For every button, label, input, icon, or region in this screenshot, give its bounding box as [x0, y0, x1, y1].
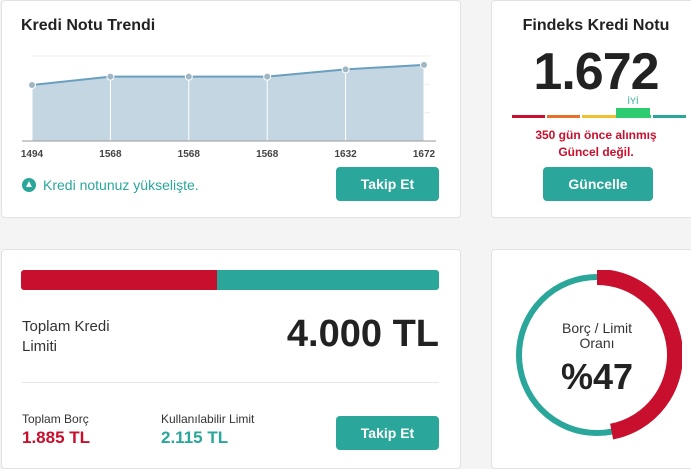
- ratio-value: %47: [560, 356, 634, 397]
- trend-point: [263, 72, 272, 81]
- trend-follow-button[interactable]: Takip Et: [336, 167, 439, 201]
- x-tick-label: 1568: [178, 149, 201, 160]
- score-scale-segment: [512, 115, 546, 118]
- trend-point: [28, 81, 36, 90]
- trend-chart: 1494 1568 1568 1568 1632 1672: [21, 55, 436, 160]
- score-value: 1.672: [533, 43, 659, 101]
- score-title: Findeks Kredi Notu: [491, 17, 691, 35]
- x-tick-label: 1568: [256, 149, 279, 160]
- trend-point: [341, 65, 350, 74]
- limit-usage-free: [217, 270, 439, 290]
- trend-point: [106, 72, 115, 81]
- score-note-outdated: Güncel değil.: [558, 145, 634, 159]
- score-scale-segment: [652, 115, 687, 118]
- ratio-ring-used: [596, 270, 682, 440]
- ratio-label-2: Oranı: [579, 335, 615, 351]
- total-limit-label: Toplam Kredi: [22, 318, 110, 335]
- trend-title: Kredi Notu Trendi: [21, 17, 156, 34]
- score-title-text: Findeks Kredi Notu: [522, 17, 670, 34]
- available-limit-value: 2.115 TL: [161, 428, 229, 447]
- x-tick-label: 1632: [334, 149, 357, 160]
- divider: [22, 382, 439, 383]
- ratio-label: Borç / Limit: [561, 320, 632, 336]
- trend-point: [420, 60, 428, 69]
- score-marker: [616, 108, 650, 118]
- trend-area: [32, 64, 424, 141]
- score-note-age: 350 gün önce alınmış: [535, 128, 657, 142]
- total-limit-label-2: Limiti: [22, 338, 58, 355]
- x-tick-label: 1494: [21, 149, 44, 160]
- trend-point: [184, 72, 193, 81]
- trend-status-text: Kredi notunuz yükselişte.: [43, 177, 199, 193]
- update-button[interactable]: Güncelle: [543, 167, 653, 201]
- x-tick-label: 1672: [413, 149, 436, 160]
- x-tick-label: 1568: [99, 149, 122, 160]
- limit-usage-used: [21, 270, 218, 290]
- score-scale-segment: [582, 115, 616, 118]
- limit-follow-button[interactable]: Takip Et: [336, 416, 439, 450]
- trend-status: ▲ Kredi notunuz yükselişte.: [22, 177, 199, 193]
- available-limit-label: Kullanılabilir Limit: [161, 412, 255, 426]
- limit-usage-bar: [21, 270, 439, 290]
- total-debt-value: 1.885 TL: [22, 428, 91, 447]
- trend-line: [31, 63, 425, 87]
- debt-ratio-ring: [516, 270, 682, 440]
- up-arrow-icon: ▲: [22, 178, 36, 192]
- score-scale-segment: [547, 115, 581, 118]
- total-limit-value: 4.000 TL: [286, 313, 439, 355]
- total-debt-label: Toplam Borç: [22, 412, 89, 426]
- score-scale: [512, 115, 687, 119]
- score-level: İYİ: [627, 96, 639, 106]
